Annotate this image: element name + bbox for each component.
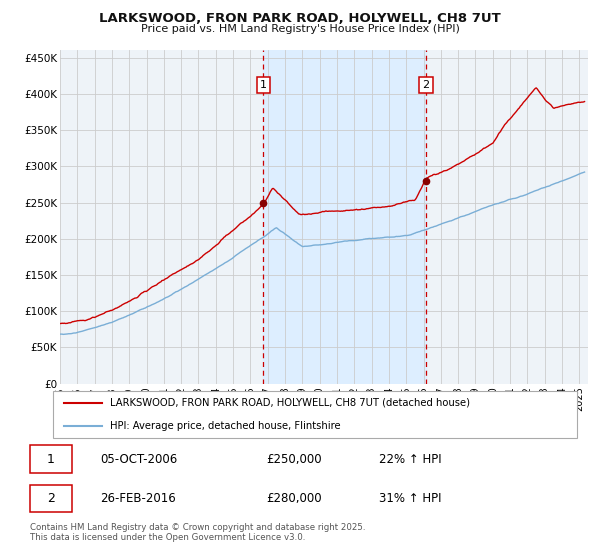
Text: Contains HM Land Registry data © Crown copyright and database right 2025.
This d: Contains HM Land Registry data © Crown c… <box>29 522 365 542</box>
Text: 05-OCT-2006: 05-OCT-2006 <box>100 452 178 465</box>
Text: Price paid vs. HM Land Registry's House Price Index (HPI): Price paid vs. HM Land Registry's House … <box>140 24 460 34</box>
Text: 2: 2 <box>47 492 55 505</box>
Text: £280,000: £280,000 <box>266 492 322 505</box>
Text: 31% ↑ HPI: 31% ↑ HPI <box>379 492 442 505</box>
Text: £250,000: £250,000 <box>266 452 322 465</box>
Text: 1: 1 <box>260 81 267 90</box>
Text: 2: 2 <box>422 81 430 90</box>
FancyBboxPatch shape <box>29 445 72 473</box>
FancyBboxPatch shape <box>29 485 72 512</box>
Text: 22% ↑ HPI: 22% ↑ HPI <box>379 452 442 465</box>
Text: LARKSWOOD, FRON PARK ROAD, HOLYWELL, CH8 7UT (detached house): LARKSWOOD, FRON PARK ROAD, HOLYWELL, CH8… <box>110 398 470 408</box>
Text: 26-FEB-2016: 26-FEB-2016 <box>100 492 176 505</box>
Text: LARKSWOOD, FRON PARK ROAD, HOLYWELL, CH8 7UT: LARKSWOOD, FRON PARK ROAD, HOLYWELL, CH8… <box>99 12 501 25</box>
Text: HPI: Average price, detached house, Flintshire: HPI: Average price, detached house, Flin… <box>110 421 341 431</box>
FancyBboxPatch shape <box>53 391 577 437</box>
Bar <box>263 50 426 384</box>
Text: 1: 1 <box>47 452 55 465</box>
